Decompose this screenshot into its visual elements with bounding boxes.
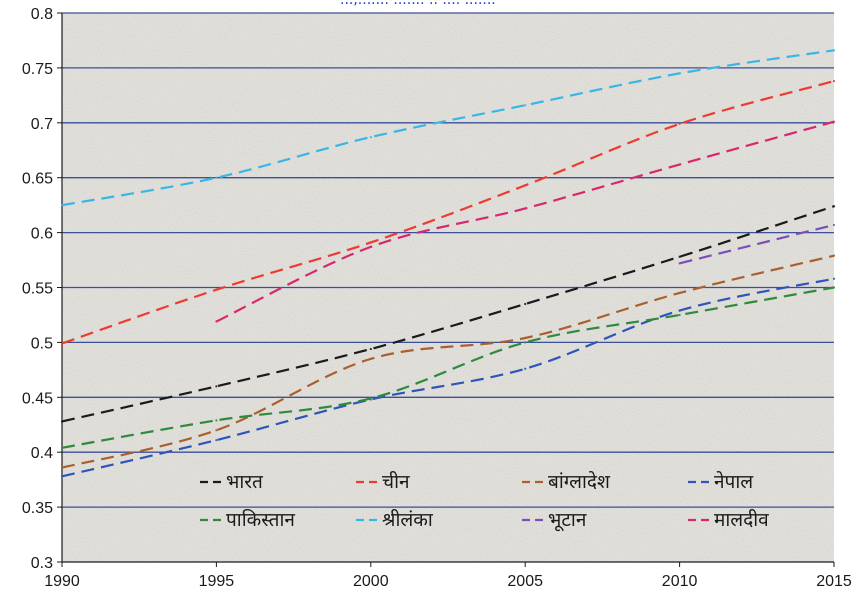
- data-point: [678, 255, 681, 258]
- series-5: [60, 49, 836, 207]
- data-point: [524, 367, 527, 370]
- data-point: [215, 429, 218, 432]
- y-tick-label: 0.8: [31, 6, 53, 23]
- series-2: [60, 254, 836, 469]
- data-point: [832, 223, 836, 227]
- data-point: [369, 357, 372, 360]
- series-line: [61, 80, 835, 345]
- data-point: [832, 49, 836, 52]
- legend-label: चीन: [382, 470, 410, 493]
- y-tick-label: 0.45: [22, 390, 53, 407]
- legend-entry: भूटान: [522, 509, 587, 532]
- series-4: [60, 286, 836, 449]
- data-point: [832, 277, 836, 280]
- legend-label: मालदीव: [714, 508, 769, 531]
- data-point: [678, 163, 681, 166]
- data-point: [524, 184, 527, 187]
- legend-label: श्रीलंका: [382, 508, 434, 531]
- data-point: [215, 176, 218, 179]
- y-tick-label: 0.7: [31, 116, 53, 133]
- data-point: [524, 207, 527, 210]
- y-tick-label: 0.3: [31, 555, 53, 572]
- data-point: [369, 135, 372, 139]
- y-tick-label: 0.6: [31, 226, 53, 243]
- legend-label: नेपाल: [714, 470, 754, 493]
- data-point: [60, 204, 64, 207]
- x-tick-label: 2005: [507, 573, 543, 590]
- data-point: [524, 104, 527, 107]
- data-point: [678, 122, 681, 125]
- series-line: [61, 277, 835, 478]
- data-point: [832, 79, 836, 83]
- series-line: [679, 223, 835, 265]
- legend-entry: श्रीलंका: [356, 508, 434, 531]
- x-tick-label: 2000: [353, 573, 389, 590]
- legend-label: बांग्लादेश: [548, 470, 611, 493]
- x-tick-label: 2015: [816, 573, 852, 590]
- x-tick-label: 1990: [44, 573, 80, 590]
- series-line: [61, 254, 835, 469]
- data-point: [832, 286, 836, 289]
- data-point: [215, 419, 218, 422]
- data-point: [832, 120, 836, 123]
- data-point: [524, 302, 527, 306]
- y-tick-label: 0.35: [22, 500, 53, 517]
- data-point: [215, 320, 218, 323]
- data-point: [369, 245, 372, 248]
- data-point: [60, 342, 64, 345]
- data-point: [678, 262, 681, 265]
- data-point: [832, 254, 836, 257]
- data-point: [215, 385, 218, 388]
- y-tick-label: 0.5: [31, 335, 53, 352]
- legend-entry: भारत: [200, 471, 264, 493]
- top-partial-text: ...,....... ....... .. .... .......: [340, 0, 496, 8]
- data-point: [60, 475, 64, 478]
- data-point: [524, 341, 527, 344]
- data-point: [369, 397, 372, 400]
- data-point: [369, 347, 372, 351]
- x-tick-label: 1995: [199, 573, 235, 590]
- legend-entry: बांग्लादेश: [522, 470, 611, 493]
- y-tick-label: 0.4: [31, 445, 53, 462]
- data-point: [832, 205, 836, 208]
- series-6: [678, 223, 836, 265]
- y-tick-label: 0.55: [22, 281, 53, 298]
- data-point: [524, 336, 527, 340]
- data-point: [60, 466, 64, 469]
- data-point: [678, 309, 681, 312]
- legend-entry: नेपाल: [688, 470, 754, 493]
- data-point: [369, 241, 372, 244]
- data-point: [215, 439, 218, 442]
- series-1: [60, 79, 836, 345]
- y-tick-label: 0.65: [22, 171, 53, 188]
- series-7: [215, 120, 836, 323]
- data-point: [215, 288, 218, 291]
- data-point: [678, 291, 681, 295]
- legend-entry: मालदीव: [688, 508, 769, 531]
- legend-label: भूटान: [548, 509, 587, 532]
- data-point: [60, 420, 64, 423]
- series-0: [60, 205, 836, 423]
- x-tick-label: 2010: [662, 573, 698, 590]
- series-line: [61, 49, 835, 207]
- data-point: [678, 72, 681, 75]
- legend-label: पाकिस्तान: [226, 508, 295, 531]
- legend-entry: पाकिस्तान: [200, 508, 295, 531]
- y-tick-label: 0.75: [22, 61, 53, 78]
- data-point: [678, 313, 681, 317]
- data-point: [60, 446, 64, 449]
- legend-entry: चीन: [356, 470, 410, 493]
- legend-label: भारत: [226, 471, 264, 493]
